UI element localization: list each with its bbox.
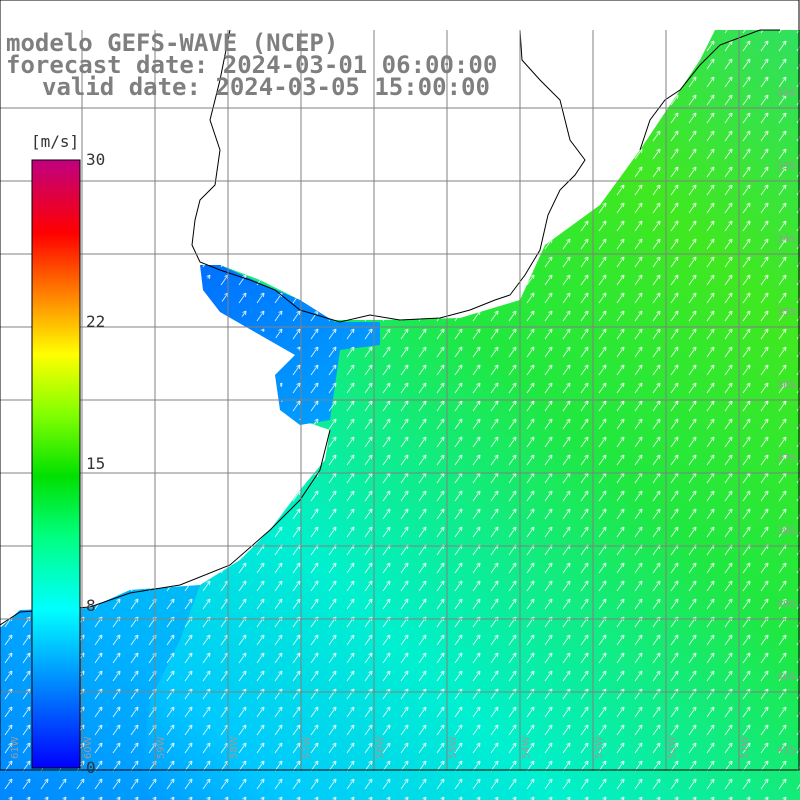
lon-label: 54W	[521, 736, 532, 759]
lat-label: 40S	[776, 672, 796, 683]
colorbar	[31, 159, 81, 769]
lat-label: 36S	[776, 380, 796, 391]
lon-label: 57W	[302, 736, 313, 759]
map-title: modelo GEFS-WAVE (NCEP)	[6, 29, 339, 57]
colorbar-tick-label: 0	[86, 758, 96, 777]
lat-label: 35S	[776, 307, 796, 318]
lat-label: 33S	[776, 161, 796, 172]
lon-label: 59W	[156, 736, 167, 759]
wind-arrows	[0, 30, 800, 800]
colorbar-tick-label: 22	[86, 312, 106, 332]
graticule	[0, 30, 800, 770]
map-frame	[0, 0, 800, 771]
lon-label: 61W	[10, 736, 21, 759]
lon-label: 51W	[740, 736, 751, 759]
lon-label: 52W	[667, 736, 678, 759]
colorbar-tick-label: 30	[86, 150, 106, 169]
lon-label: 60W	[83, 736, 94, 759]
lat-label: 38S	[776, 526, 796, 537]
forecast-date: forecast date: 2024-03-01 06:00:00	[6, 51, 498, 79]
lat-label: 32S	[776, 88, 796, 99]
colorbar-tick-label: 8	[86, 595, 96, 615]
lat-label: 39S	[776, 599, 796, 610]
lat-label: 37S	[776, 453, 796, 464]
lon-label: 53W	[594, 736, 605, 759]
lat-label: 34S	[776, 234, 796, 245]
colorbar-tick-label: 15	[86, 454, 106, 473]
valid-date: valid date: 2024-03-05 15:00:00	[42, 73, 490, 101]
lon-label: 56W	[375, 736, 386, 759]
colorbar-unit: [m/s]	[31, 132, 80, 151]
lon-label: 55W	[448, 736, 459, 759]
lon-label: 58W	[229, 736, 240, 759]
lat-label: 41S	[776, 745, 796, 756]
